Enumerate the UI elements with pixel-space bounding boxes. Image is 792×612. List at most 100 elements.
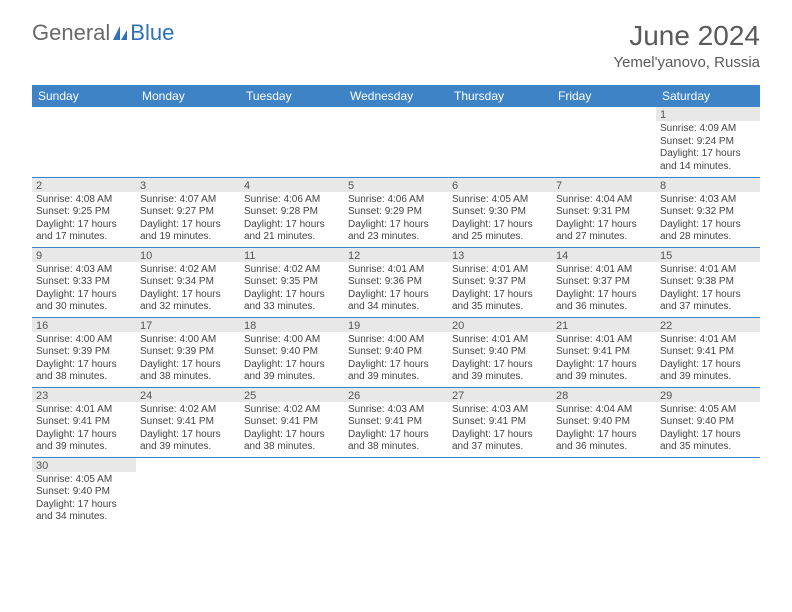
daylight-line: Daylight: 17 hours and 39 minutes. [660, 359, 756, 384]
logo-text-2: Blue [130, 20, 174, 46]
logo-text-1: General [32, 20, 110, 46]
sunset-line: Sunset: 9:24 PM [660, 136, 756, 149]
day-details: Sunrise: 4:06 AMSunset: 9:29 PMDaylight:… [344, 192, 448, 246]
day-details: Sunrise: 4:01 AMSunset: 9:41 PMDaylight:… [656, 332, 760, 386]
sunrise-line: Sunrise: 4:08 AM [36, 194, 132, 207]
sunrise-line: Sunrise: 4:01 AM [452, 264, 548, 277]
day-details: Sunrise: 4:05 AMSunset: 9:40 PMDaylight:… [656, 402, 760, 456]
sunset-line: Sunset: 9:41 PM [36, 416, 132, 429]
day-number: 20 [448, 318, 552, 332]
day-details: Sunrise: 4:00 AMSunset: 9:39 PMDaylight:… [136, 332, 240, 386]
day-details: Sunrise: 4:01 AMSunset: 9:41 PMDaylight:… [552, 332, 656, 386]
location-title: Yemel'yanovo, Russia [613, 54, 760, 71]
day-details: Sunrise: 4:03 AMSunset: 9:33 PMDaylight:… [32, 262, 136, 316]
sunset-line: Sunset: 9:25 PM [36, 206, 132, 219]
calendar-cell [240, 107, 344, 177]
sunrise-line: Sunrise: 4:05 AM [452, 194, 548, 207]
sunrise-line: Sunrise: 4:01 AM [660, 334, 756, 347]
sunrise-line: Sunrise: 4:01 AM [452, 334, 548, 347]
sunset-line: Sunset: 9:28 PM [244, 206, 340, 219]
day-number: 23 [32, 388, 136, 402]
day-number: 1 [656, 107, 760, 121]
sunset-line: Sunset: 9:41 PM [556, 346, 652, 359]
sunset-line: Sunset: 9:38 PM [660, 276, 756, 289]
day-number: 21 [552, 318, 656, 332]
sunrise-line: Sunrise: 4:05 AM [660, 404, 756, 417]
calendar-cell: 13Sunrise: 4:01 AMSunset: 9:37 PMDayligh… [448, 247, 552, 317]
weekday-header: Monday [136, 85, 240, 107]
daylight-line: Daylight: 17 hours and 27 minutes. [556, 219, 652, 244]
calendar-cell: 17Sunrise: 4:00 AMSunset: 9:39 PMDayligh… [136, 317, 240, 387]
calendar-cell [552, 457, 656, 527]
sunrise-line: Sunrise: 4:05 AM [36, 474, 132, 487]
calendar-cell: 30Sunrise: 4:05 AMSunset: 9:40 PMDayligh… [32, 457, 136, 527]
calendar-cell: 11Sunrise: 4:02 AMSunset: 9:35 PMDayligh… [240, 247, 344, 317]
calendar-cell [240, 457, 344, 527]
day-details: Sunrise: 4:08 AMSunset: 9:25 PMDaylight:… [32, 192, 136, 246]
calendar-cell: 27Sunrise: 4:03 AMSunset: 9:41 PMDayligh… [448, 387, 552, 457]
day-details: Sunrise: 4:05 AMSunset: 9:40 PMDaylight:… [32, 472, 136, 526]
sunrise-line: Sunrise: 4:09 AM [660, 123, 756, 136]
daylight-line: Daylight: 17 hours and 38 minutes. [140, 359, 236, 384]
sunrise-line: Sunrise: 4:03 AM [452, 404, 548, 417]
day-details: Sunrise: 4:06 AMSunset: 9:28 PMDaylight:… [240, 192, 344, 246]
day-number: 19 [344, 318, 448, 332]
daylight-line: Daylight: 17 hours and 34 minutes. [36, 499, 132, 524]
day-number: 29 [656, 388, 760, 402]
weekday-header: Friday [552, 85, 656, 107]
day-details: Sunrise: 4:04 AMSunset: 9:40 PMDaylight:… [552, 402, 656, 456]
calendar-cell: 15Sunrise: 4:01 AMSunset: 9:38 PMDayligh… [656, 247, 760, 317]
month-title: June 2024 [613, 20, 760, 52]
calendar-cell: 21Sunrise: 4:01 AMSunset: 9:41 PMDayligh… [552, 317, 656, 387]
calendar-cell [344, 107, 448, 177]
sunset-line: Sunset: 9:40 PM [660, 416, 756, 429]
calendar-cell [344, 457, 448, 527]
sunrise-line: Sunrise: 4:00 AM [140, 334, 236, 347]
daylight-line: Daylight: 17 hours and 39 minutes. [140, 429, 236, 454]
day-number: 4 [240, 178, 344, 192]
calendar-cell [656, 457, 760, 527]
calendar-body: 1Sunrise: 4:09 AMSunset: 9:24 PMDaylight… [32, 107, 760, 527]
calendar-cell: 5Sunrise: 4:06 AMSunset: 9:29 PMDaylight… [344, 177, 448, 247]
day-details: Sunrise: 4:01 AMSunset: 9:37 PMDaylight:… [448, 262, 552, 316]
day-details: Sunrise: 4:01 AMSunset: 9:38 PMDaylight:… [656, 262, 760, 316]
sunset-line: Sunset: 9:41 PM [348, 416, 444, 429]
calendar-row: 2Sunrise: 4:08 AMSunset: 9:25 PMDaylight… [32, 177, 760, 247]
daylight-line: Daylight: 17 hours and 35 minutes. [452, 289, 548, 314]
calendar-cell: 12Sunrise: 4:01 AMSunset: 9:36 PMDayligh… [344, 247, 448, 317]
calendar-cell: 4Sunrise: 4:06 AMSunset: 9:28 PMDaylight… [240, 177, 344, 247]
logo-sail-icon [110, 23, 130, 43]
calendar-cell: 28Sunrise: 4:04 AMSunset: 9:40 PMDayligh… [552, 387, 656, 457]
day-number: 7 [552, 178, 656, 192]
sunrise-line: Sunrise: 4:06 AM [244, 194, 340, 207]
day-details: Sunrise: 4:01 AMSunset: 9:36 PMDaylight:… [344, 262, 448, 316]
daylight-line: Daylight: 17 hours and 33 minutes. [244, 289, 340, 314]
sunrise-line: Sunrise: 4:02 AM [140, 404, 236, 417]
calendar-row: 23Sunrise: 4:01 AMSunset: 9:41 PMDayligh… [32, 387, 760, 457]
sunset-line: Sunset: 9:33 PM [36, 276, 132, 289]
sunset-line: Sunset: 9:40 PM [452, 346, 548, 359]
day-details: Sunrise: 4:09 AMSunset: 9:24 PMDaylight:… [656, 121, 760, 175]
daylight-line: Daylight: 17 hours and 36 minutes. [556, 289, 652, 314]
day-details: Sunrise: 4:02 AMSunset: 9:35 PMDaylight:… [240, 262, 344, 316]
day-number: 9 [32, 248, 136, 262]
day-details: Sunrise: 4:01 AMSunset: 9:41 PMDaylight:… [32, 402, 136, 456]
calendar-cell: 2Sunrise: 4:08 AMSunset: 9:25 PMDaylight… [32, 177, 136, 247]
daylight-line: Daylight: 17 hours and 17 minutes. [36, 219, 132, 244]
calendar-cell: 10Sunrise: 4:02 AMSunset: 9:34 PMDayligh… [136, 247, 240, 317]
sunrise-line: Sunrise: 4:03 AM [660, 194, 756, 207]
daylight-line: Daylight: 17 hours and 14 minutes. [660, 148, 756, 173]
day-number: 17 [136, 318, 240, 332]
day-number: 10 [136, 248, 240, 262]
day-details: Sunrise: 4:02 AMSunset: 9:41 PMDaylight:… [240, 402, 344, 456]
daylight-line: Daylight: 17 hours and 37 minutes. [452, 429, 548, 454]
sunset-line: Sunset: 9:40 PM [36, 486, 132, 499]
sunset-line: Sunset: 9:40 PM [556, 416, 652, 429]
day-details: Sunrise: 4:02 AMSunset: 9:41 PMDaylight:… [136, 402, 240, 456]
calendar-cell: 26Sunrise: 4:03 AMSunset: 9:41 PMDayligh… [344, 387, 448, 457]
logo: General Blue [32, 20, 174, 46]
day-details: Sunrise: 4:01 AMSunset: 9:37 PMDaylight:… [552, 262, 656, 316]
weekday-header: Wednesday [344, 85, 448, 107]
calendar-cell: 7Sunrise: 4:04 AMSunset: 9:31 PMDaylight… [552, 177, 656, 247]
daylight-line: Daylight: 17 hours and 38 minutes. [36, 359, 132, 384]
